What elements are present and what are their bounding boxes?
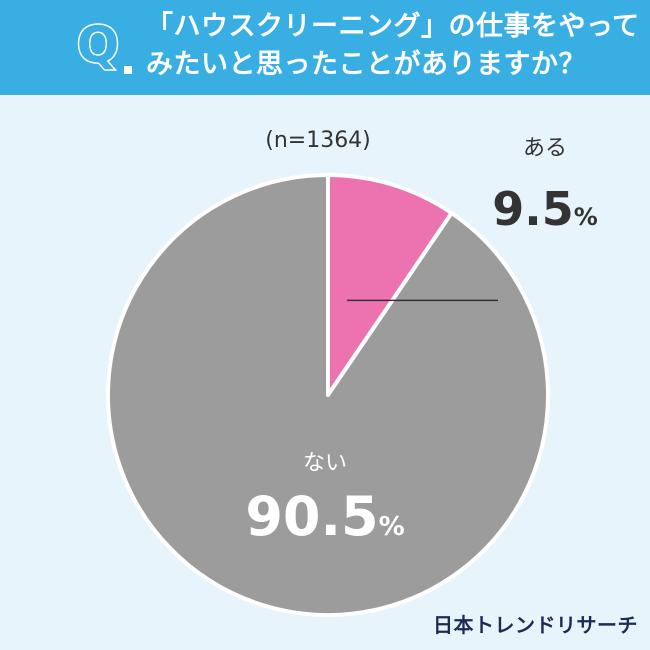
q-icon: Q (75, 15, 132, 76)
slice-label-no: ない (303, 451, 347, 476)
slice-value-no: 90.5% (245, 485, 404, 548)
pie-slice-no (106, 173, 550, 617)
pie-slices (106, 173, 550, 617)
question-line-2: みたいと思ったことがありますか？ (146, 49, 586, 80)
pie-slice-yes (326, 173, 454, 397)
slice-value-yes: 9.5% (492, 182, 598, 236)
question-header: Q 「ハウスクリーニング」の仕事をやって みたいと思ったことがありますか？ (0, 0, 650, 95)
question-text: 「ハウスクリーニング」の仕事をやって みたいと思ったことがありますか？ (146, 8, 640, 84)
question-line-1: 「ハウスクリーニング」の仕事をやって (146, 11, 640, 42)
pie-labels: (n=1364) ある 9.5% ない 90.5% (245, 128, 597, 548)
q-dot (124, 66, 132, 74)
brand-logo: 日本トレンドリサーチ (433, 613, 638, 637)
chart-area: (n=1364) ある 9.5% ない 90.5% (0, 95, 650, 650)
slice-label-yes: ある (523, 136, 567, 161)
q-letter: Q (77, 16, 120, 74)
pie-chart: (n=1364) ある 9.5% ない 90.5% (106, 128, 598, 617)
sample-size-label: (n=1364) (265, 128, 371, 153)
